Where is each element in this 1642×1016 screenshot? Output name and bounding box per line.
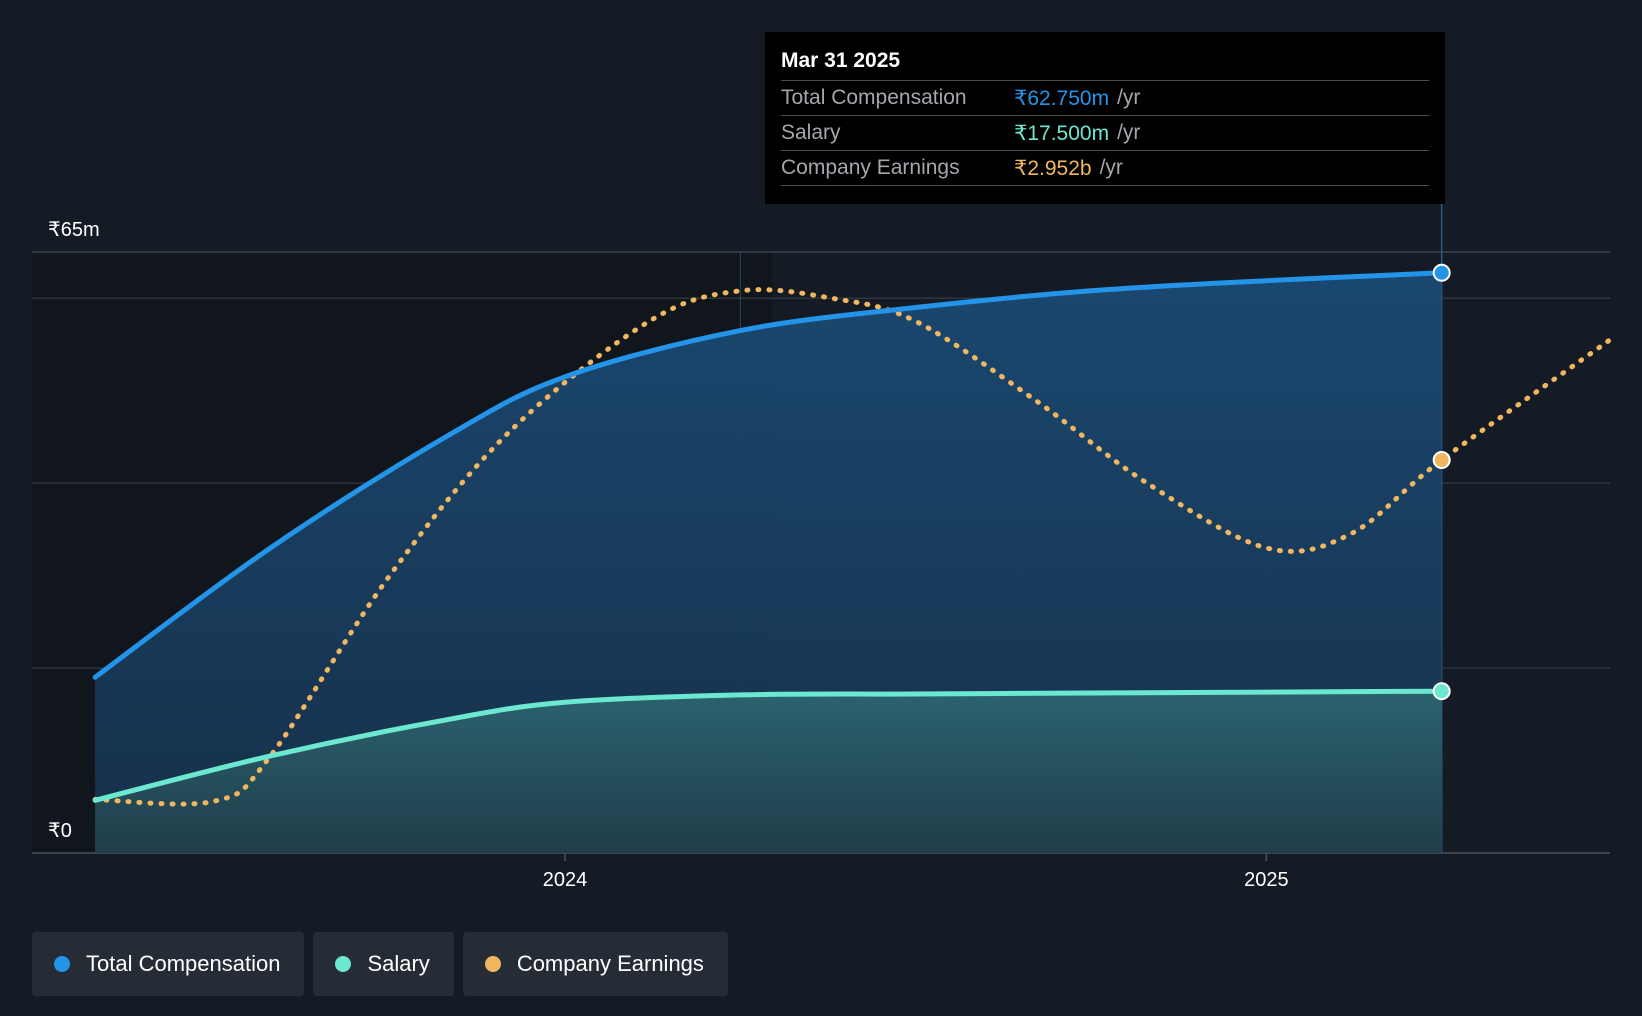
x-tick-label: 2024: [543, 869, 588, 891]
legend-dot-icon: [484, 956, 501, 972]
tooltip-row-company-earnings: Company Earnings ₹2.952b /yr: [781, 150, 1429, 186]
total-compensation-line: [92, 270, 1445, 680]
tooltip-unit: /yr: [1117, 86, 1141, 109]
tooltip-unit: /yr: [1117, 121, 1141, 144]
legend-dot-icon: [54, 956, 70, 972]
legend-label: Company Earnings: [516, 951, 704, 976]
legend: Total Compensation Salary Company Earnin…: [32, 932, 728, 996]
tooltip: Mar 31 2025 Total Compensation ₹62.750m …: [765, 32, 1445, 204]
total-compensation-point: [1432, 263, 1451, 282]
axis-labels: ₹65m ₹0 2024 2025: [48, 219, 1289, 891]
legend-label: Salary: [367, 951, 430, 976]
tooltip-date: Mar 31 2025: [781, 49, 901, 72]
series-areas: [95, 272, 1442, 853]
legend-item-total-compensation[interactable]: Total Compensation: [32, 932, 305, 996]
y-axis-label-min: ₹0: [48, 820, 72, 842]
y-axis-label-max: ₹65m: [48, 219, 100, 241]
tooltip-row-salary: Salary ₹17.500m /yr: [781, 115, 1429, 150]
legend-item-company-earnings[interactable]: Company Earnings: [462, 932, 728, 996]
tooltip-value: ₹17.500m: [1014, 121, 1110, 145]
tooltip-label: Company Earnings: [781, 156, 960, 179]
series-end-points: [1432, 263, 1451, 701]
tooltip-label: Total Compensation: [781, 86, 967, 109]
x-tick-label: 2025: [1244, 869, 1289, 891]
legend-dot-icon: [335, 956, 352, 972]
tooltip-value: ₹62.750m: [1014, 86, 1110, 110]
series-lines: [92, 270, 1613, 807]
tooltip-unit: /yr: [1099, 156, 1123, 179]
tooltip-value: ₹2.952b: [1014, 156, 1092, 180]
company-earnings-point: [1432, 451, 1451, 470]
salary-area: [95, 691, 1442, 853]
legend-label: Total Compensation: [86, 951, 281, 976]
salary-line: [92, 688, 1445, 803]
salary-point: [1432, 682, 1451, 701]
tooltip-label: Salary: [781, 121, 841, 144]
legend-item-salary[interactable]: Salary: [313, 932, 454, 996]
tooltip-row-total-compensation: Total Compensation ₹62.750m /yr: [781, 80, 1429, 115]
